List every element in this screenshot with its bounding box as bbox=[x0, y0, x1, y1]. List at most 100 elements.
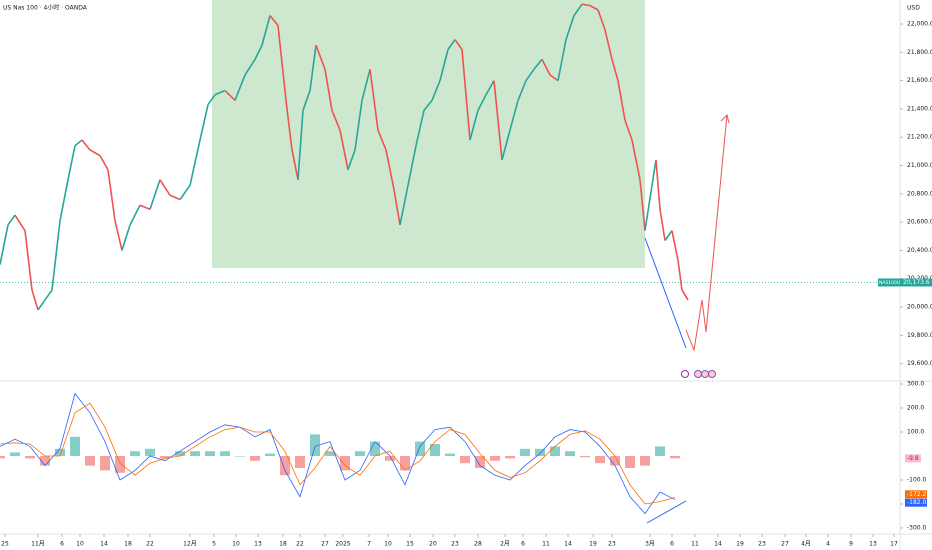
candle bbox=[533, 58, 543, 70]
chart-title: US Nas 100 · 4小时 · OANDA bbox=[3, 4, 88, 12]
candle bbox=[285, 100, 293, 151]
candle bbox=[581, 3, 591, 7]
event-icon[interactable] bbox=[681, 370, 689, 378]
event-icon[interactable] bbox=[701, 370, 709, 378]
histogram-bar bbox=[610, 456, 620, 466]
candle bbox=[261, 15, 271, 46]
x-tick-label: 23 bbox=[451, 541, 459, 548]
candle bbox=[291, 149, 299, 180]
x-tick-label: 11 bbox=[542, 541, 550, 548]
histogram-bar bbox=[475, 456, 485, 468]
candle bbox=[655, 159, 661, 210]
candle bbox=[377, 129, 387, 151]
macd-line bbox=[0, 392, 676, 515]
histogram-bar bbox=[295, 456, 305, 468]
x-tick-label: 23 bbox=[758, 541, 766, 548]
histogram-bar bbox=[460, 456, 470, 464]
x-tick-label: 6 bbox=[521, 541, 525, 548]
symbol-label: NAS100USD bbox=[879, 280, 907, 286]
x-tick-label: 17 bbox=[890, 541, 898, 548]
histogram-bar bbox=[55, 448, 65, 456]
x-tick-label: 22 bbox=[296, 541, 304, 548]
histogram-bar bbox=[505, 456, 515, 459]
histogram-bar bbox=[250, 456, 260, 461]
series-tag bbox=[905, 498, 927, 507]
candle bbox=[557, 39, 567, 81]
x-tick-label: 11月 bbox=[31, 541, 45, 548]
histogram-bar bbox=[85, 456, 95, 466]
candle bbox=[549, 74, 559, 82]
series-tag bbox=[905, 490, 927, 499]
candle bbox=[639, 179, 646, 231]
y-tick-label: 20,800.0 bbox=[907, 190, 932, 197]
highlight-zone bbox=[212, 0, 645, 268]
candle bbox=[67, 145, 76, 180]
candle bbox=[565, 15, 575, 40]
histogram-bar bbox=[40, 456, 50, 466]
candle bbox=[611, 59, 619, 81]
y-tick-label: 21,200.0 bbox=[907, 134, 932, 141]
candle bbox=[31, 289, 39, 311]
histogram-bar bbox=[430, 444, 440, 456]
y-tick-label: 300.0 bbox=[907, 381, 924, 388]
candle bbox=[361, 69, 371, 101]
candle bbox=[354, 100, 363, 151]
y-tick-label: 20,600.0 bbox=[907, 219, 932, 226]
candle bbox=[214, 89, 226, 96]
event-icon[interactable] bbox=[708, 370, 716, 378]
candle bbox=[659, 209, 666, 241]
candle bbox=[604, 29, 613, 60]
candle bbox=[331, 110, 341, 131]
x-tick-label: 13 bbox=[869, 541, 877, 548]
histogram-bar bbox=[280, 456, 290, 476]
candle bbox=[89, 149, 101, 157]
series-last-label: -182.0 bbox=[907, 499, 927, 506]
event-icons bbox=[681, 370, 716, 378]
candle bbox=[385, 149, 395, 190]
histogram-bar bbox=[565, 451, 575, 456]
x-tick-label: 27 bbox=[781, 541, 789, 548]
candle bbox=[573, 3, 583, 16]
candle bbox=[159, 179, 171, 196]
y-tick-label: 19,600.0 bbox=[907, 360, 932, 367]
histogram-bar bbox=[385, 456, 395, 461]
candle bbox=[37, 299, 46, 311]
x-tick-label: 23 bbox=[608, 541, 616, 548]
candle bbox=[461, 49, 471, 141]
candle bbox=[244, 58, 256, 76]
x-tick-label: 7 bbox=[367, 541, 371, 548]
histogram-bar bbox=[325, 451, 335, 456]
x-tick-label: 4月 bbox=[801, 541, 811, 548]
histogram-bar bbox=[370, 441, 380, 456]
x-tick-label: 19 bbox=[589, 541, 597, 548]
candle bbox=[74, 139, 83, 147]
candle bbox=[224, 89, 236, 102]
candle bbox=[59, 179, 69, 221]
candle bbox=[339, 130, 349, 170]
histogram-bar bbox=[190, 451, 200, 456]
x-tick-label: 10 bbox=[232, 541, 240, 548]
histogram-bar bbox=[340, 456, 350, 471]
trend-line bbox=[644, 237, 687, 349]
candle bbox=[7, 214, 16, 226]
histogram-bar bbox=[70, 436, 80, 456]
y-tick-label: 20,400.0 bbox=[907, 247, 932, 254]
candle bbox=[24, 230, 33, 291]
candle bbox=[407, 145, 417, 186]
histogram-bar bbox=[220, 451, 230, 456]
x-tick-label: 15 bbox=[406, 541, 414, 548]
candle bbox=[631, 139, 641, 180]
projection-arrowhead bbox=[720, 114, 730, 124]
y-tick-label: 100.0 bbox=[907, 429, 924, 436]
candle bbox=[617, 80, 626, 121]
candle bbox=[671, 230, 679, 261]
candle bbox=[107, 169, 116, 221]
x-tick-label: 6 bbox=[60, 541, 64, 548]
histogram-bar bbox=[640, 456, 650, 466]
histogram-bar bbox=[100, 456, 110, 471]
candle bbox=[644, 185, 653, 231]
candle bbox=[121, 224, 131, 251]
x-tick-label: 14 bbox=[564, 541, 572, 548]
event-icon[interactable] bbox=[694, 370, 702, 378]
candle bbox=[597, 9, 606, 30]
